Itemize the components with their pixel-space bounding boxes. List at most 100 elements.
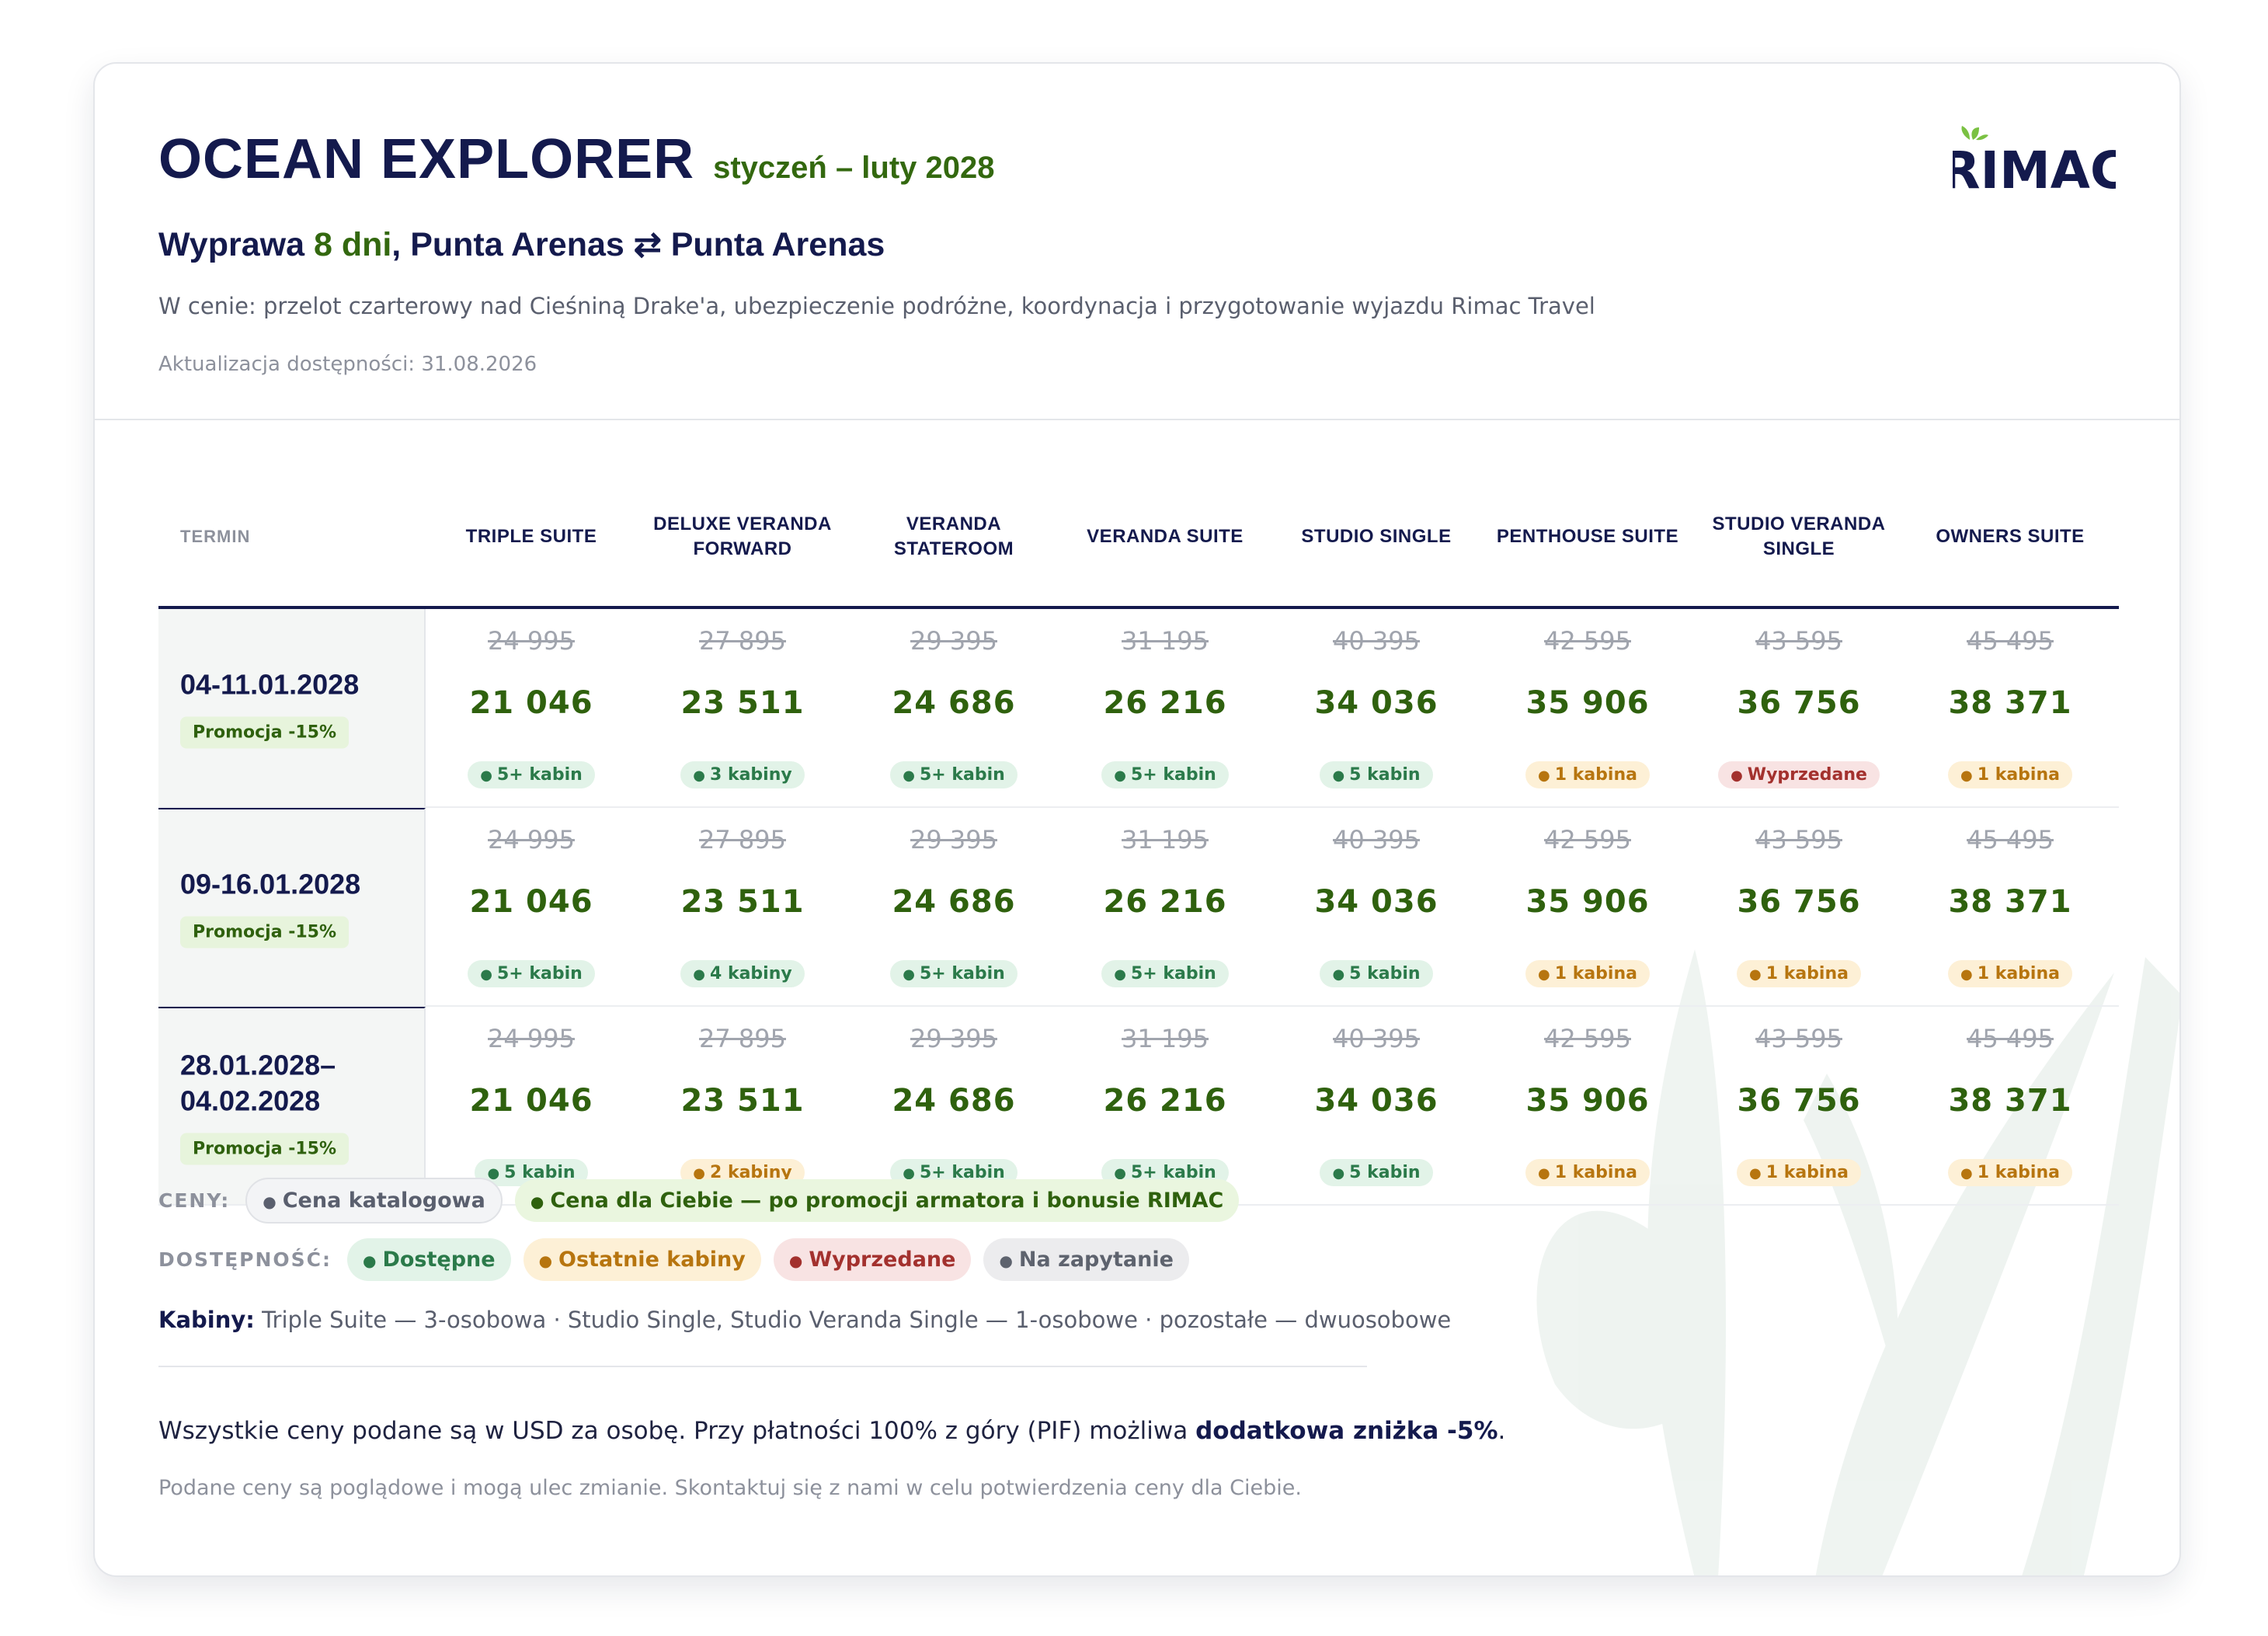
column-header: VERANDA STATEROOM (848, 468, 1059, 606)
price-includes: W cenie: przelot czarterowy nad Cieśniną… (158, 293, 1595, 319)
availability-label: 1 kabina (1554, 1163, 1637, 1182)
catalog-price: 27 895 (699, 1024, 786, 1053)
term-date: 09-16.01.2028 (180, 868, 361, 900)
column-header-line: SINGLE (1762, 538, 1835, 559)
price-cell: 24 995 21 046 ● 5+ kabin (426, 609, 637, 806)
legend-available-label: Dostępne (382, 1248, 496, 1272)
availability-badge: ● 1 kabina (1948, 761, 2072, 788)
legend-your-price: ● Cena dla Ciebie — po promocji armatora … (514, 1179, 1240, 1222)
catalog-price: 45 495 (1967, 626, 2054, 656)
availability-label: 1 kabina (1554, 765, 1637, 785)
price-cell: 31 195 26 216 ● 5+ kabin (1059, 609, 1271, 806)
your-price: 36 756 (1737, 884, 1861, 920)
price-cell: 27 895 23 511 ● 2 kabiny (637, 1007, 848, 1204)
availability-badge: ● Wyprzedane (1718, 761, 1880, 788)
your-price: 21 046 (469, 1083, 593, 1119)
column-header: STUDIO SINGLE (1271, 468, 1482, 606)
promo-badge: Promocja -15% (180, 1133, 350, 1165)
column-header: PENTHOUSE SUITE (1482, 468, 1693, 606)
dot-icon: ● (693, 1165, 705, 1182)
note-text: Wszystkie ceny podane są w USD za osobę.… (158, 1417, 1196, 1445)
legend-on-request: ● Na zapytanie (983, 1238, 1189, 1281)
term-date: 04.02.2028 (180, 1084, 321, 1117)
dot-icon: ● (999, 1251, 1013, 1270)
availability-label: 5+ kabin (1130, 1163, 1216, 1182)
availability-badge: ● 5+ kabin (890, 761, 1017, 788)
your-price: 26 216 (1103, 1083, 1227, 1119)
availability-badge: ● 1 kabina (1737, 960, 1861, 987)
catalog-price: 31 195 (1122, 626, 1209, 656)
catalog-price: 45 495 (1967, 825, 2054, 855)
availability-badge: ● 5+ kabin (1101, 960, 1229, 987)
note-discount: dodatkowa zniżka -5% (1195, 1417, 1498, 1445)
note-end: . (1498, 1417, 1506, 1445)
availability-badge: ● 5 kabin (1320, 761, 1433, 788)
availability-label: 1 kabina (1554, 964, 1637, 983)
your-price: 38 371 (1948, 884, 2072, 920)
price-legend-label: CENY: (158, 1189, 231, 1212)
your-price: 35 906 (1525, 685, 1650, 721)
price-cell: 29 395 24 686 ● 5+ kabin (848, 808, 1059, 1005)
your-price: 21 046 (469, 884, 593, 920)
catalog-price: 45 495 (1967, 1024, 2054, 1053)
availability-label: 5 kabin (1349, 964, 1421, 983)
dot-icon: ● (1114, 966, 1126, 983)
dot-icon: ● (1538, 1165, 1550, 1182)
availability-badge: ● 1 kabina (1737, 1159, 1861, 1186)
your-price: 35 906 (1525, 1083, 1650, 1119)
price-cell: 43 595 36 756 ● Wyprzedane (1693, 609, 1904, 806)
disclaimer: Podane ceny są poglądowe i mogą ulec zmi… (158, 1476, 1302, 1500)
price-cell: 40 395 34 036 ● 5 kabin (1271, 808, 1482, 1005)
svg-text:RIMAC: RIMAC (1953, 141, 2116, 194)
dot-icon: ● (903, 966, 915, 983)
your-price: 23 511 (680, 884, 805, 920)
cabins-label: Kabiny: (158, 1307, 255, 1333)
catalog-price: 31 195 (1122, 1024, 1209, 1053)
price-cell: 45 495 38 371 ● 1 kabina (1904, 609, 2116, 806)
cabin-occupancy-note: Kabiny: Triple Suite — 3-osobowa · Studi… (158, 1307, 1451, 1333)
dot-icon: ● (788, 1251, 803, 1270)
availability-label: 1 kabina (1765, 964, 1849, 983)
dot-icon: ● (1538, 966, 1550, 983)
availability-label: 5+ kabin (919, 1163, 1005, 1182)
catalog-price: 43 595 (1755, 825, 1842, 855)
price-table: TERMIN TRIPLE SUITE DELUXE VERANDA FORWARD… (158, 468, 2119, 1206)
catalog-price: 40 395 (1333, 626, 1420, 656)
availability-label: 1 kabina (1977, 1163, 2060, 1182)
price-cell: 42 595 35 906 ● 1 kabina (1482, 609, 1693, 806)
price-cell: 40 395 34 036 ● 5 kabin (1271, 1007, 1482, 1204)
your-price: 24 686 (892, 1083, 1016, 1119)
catalog-price: 42 595 (1544, 825, 1631, 855)
catalog-price: 40 395 (1333, 1024, 1420, 1053)
your-price: 23 511 (680, 685, 805, 721)
route-line: Wyprawa 8 dni, Punta Arenas ⇄ Punta Aren… (158, 225, 885, 264)
dot-icon: ● (693, 768, 705, 784)
column-header-line: OWNERS SUITE (1936, 526, 2085, 547)
availability-badge: ● 5 kabin (1320, 960, 1433, 987)
column-header-line: STATEROOM (893, 538, 1014, 559)
legend-catalog-price: ● Cena katalogowa (245, 1178, 503, 1224)
catalog-price: 29 395 (910, 626, 997, 656)
column-header-line: STUDIO SINGLE (1301, 526, 1452, 547)
price-cell: 42 595 35 906 ● 1 kabina (1482, 808, 1693, 1005)
route-prefix: Wyprawa (158, 226, 314, 263)
availability-badge: ● 1 kabina (1525, 1159, 1650, 1186)
column-header-line: DELUXE VERANDA (653, 513, 832, 534)
price-cell: 27 895 23 511 ● 4 kabiny (637, 808, 848, 1005)
price-cell: 27 895 23 511 ● 3 kabiny (637, 609, 848, 806)
your-price: 36 756 (1737, 1083, 1861, 1119)
availability-label: 5+ kabin (496, 765, 583, 785)
availability-label: 5+ kabin (496, 964, 583, 983)
availability-label: 5 kabin (1349, 1163, 1421, 1182)
term-cell: 09-16.01.2028 Promocja -15% (158, 808, 426, 1005)
dot-icon: ● (1960, 1165, 1973, 1182)
term-cell: 28.01.2028– 04.02.2028 Promocja -15% (158, 1007, 426, 1204)
price-cell: 45 495 38 371 ● 1 kabina (1904, 808, 2116, 1005)
legend-last-cabins: ● Ostatnie kabiny (523, 1238, 761, 1281)
catalog-price: 24 995 (488, 825, 575, 855)
table-body: 04-11.01.2028 Promocja -15% 24 995 21 046 ● 5… (158, 609, 2119, 1206)
availability-badge: ● 1 kabina (1948, 1159, 2072, 1186)
availability-legend-label: DOSTĘPNOŚĆ: (158, 1248, 332, 1271)
availability-badge: ● 5 kabin (1320, 1159, 1433, 1186)
